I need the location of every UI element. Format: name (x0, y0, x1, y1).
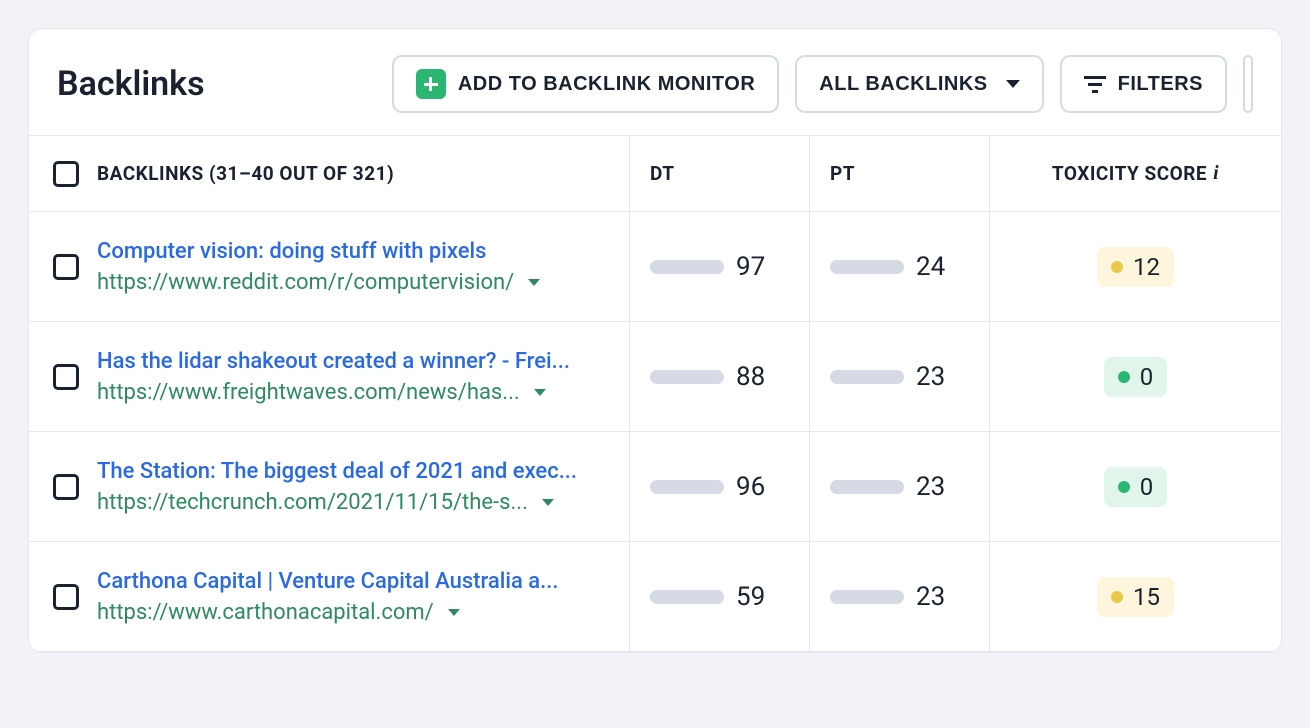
table-row: The Station: The biggest deal of 2021 an… (29, 432, 1281, 542)
toxicity-badge: 12 (1097, 247, 1174, 287)
backlink-url[interactable]: https://www.reddit.com/r/computervision/ (97, 270, 514, 295)
filter-icon (1084, 76, 1106, 93)
toxicity-value: 15 (1133, 583, 1160, 611)
toxicity-cell: 12 (989, 212, 1281, 321)
url-dropdown-icon[interactable] (448, 609, 460, 616)
all-backlinks-label: ALL BACKLINKS (819, 73, 987, 96)
dt-cell: 88 (629, 322, 809, 431)
pt-bar (830, 480, 904, 494)
pt-cell: 24 (809, 212, 989, 321)
overflow-button[interactable] (1243, 55, 1253, 113)
panel-header: Backlinks ADD TO BACKLINK MONITOR ALL BA… (29, 29, 1281, 135)
dt-cell: 96 (629, 432, 809, 541)
backlinks-table: BACKLINKS (31–40 OUT OF 321) DT PT TOXIC… (29, 135, 1281, 652)
pt-cell: 23 (809, 542, 989, 651)
pt-cell: 23 (809, 322, 989, 431)
toxicity-value: 0 (1140, 363, 1154, 391)
pt-value: 24 (916, 252, 945, 282)
row-checkbox[interactable] (53, 364, 79, 390)
add-to-monitor-button[interactable]: ADD TO BACKLINK MONITOR (392, 55, 779, 113)
dt-value: 97 (736, 252, 765, 282)
select-all-checkbox[interactable] (53, 161, 79, 187)
row-checkbox[interactable] (53, 474, 79, 500)
dt-bar (650, 370, 724, 384)
toxicity-value: 0 (1140, 473, 1154, 501)
pt-bar (830, 590, 904, 604)
col-toxicity[interactable]: TOXICITY SCORE i (989, 136, 1281, 211)
backlink-url[interactable]: https://techcrunch.com/2021/11/15/the-s.… (97, 490, 528, 515)
dt-cell: 59 (629, 542, 809, 651)
add-button-label: ADD TO BACKLINK MONITOR (458, 73, 755, 96)
col-backlinks-label: BACKLINKS (31–40 OUT OF 321) (97, 162, 394, 185)
backlink-title-link[interactable]: Carthona Capital | Venture Capital Austr… (97, 569, 609, 594)
col-backlinks: BACKLINKS (31–40 OUT OF 321) (29, 136, 629, 211)
toxicity-cell: 0 (989, 322, 1281, 431)
dt-bar (650, 590, 724, 604)
toxicity-cell: 15 (989, 542, 1281, 651)
backlink-title-link[interactable]: Has the lidar shakeout created a winner?… (97, 349, 609, 374)
pt-bar (830, 260, 904, 274)
chevron-down-icon (1006, 80, 1020, 88)
col-pt[interactable]: PT (809, 136, 989, 211)
row-checkbox[interactable] (53, 584, 79, 610)
pt-value: 23 (916, 472, 945, 502)
toxicity-cell: 0 (989, 432, 1281, 541)
pt-value: 23 (916, 362, 945, 392)
table-row: Carthona Capital | Venture Capital Austr… (29, 542, 1281, 652)
toxicity-badge: 0 (1104, 467, 1168, 507)
table-row: Computer vision: doing stuff with pixels… (29, 212, 1281, 322)
toxicity-badge: 15 (1097, 577, 1174, 617)
url-dropdown-icon[interactable] (528, 279, 540, 286)
table-row: Has the lidar shakeout created a winner?… (29, 322, 1281, 432)
all-backlinks-dropdown[interactable]: ALL BACKLINKS (795, 55, 1043, 113)
backlinks-panel: Backlinks ADD TO BACKLINK MONITOR ALL BA… (28, 28, 1282, 653)
info-icon[interactable]: i (1213, 162, 1219, 185)
row-checkbox[interactable] (53, 254, 79, 280)
toxicity-value: 12 (1133, 253, 1160, 281)
dt-bar (650, 260, 724, 274)
backlink-title-link[interactable]: Computer vision: doing stuff with pixels (97, 239, 609, 264)
dt-cell: 97 (629, 212, 809, 321)
table-header-row: BACKLINKS (31–40 OUT OF 321) DT PT TOXIC… (29, 136, 1281, 212)
dt-value: 59 (736, 582, 765, 612)
url-dropdown-icon[interactable] (542, 499, 554, 506)
pt-value: 23 (916, 582, 945, 612)
filters-button[interactable]: FILTERS (1060, 55, 1227, 113)
backlink-url[interactable]: https://www.freightwaves.com/news/has... (97, 380, 520, 405)
add-icon (416, 69, 446, 99)
dt-value: 88 (736, 362, 765, 392)
filters-label: FILTERS (1118, 73, 1203, 96)
backlink-url[interactable]: https://www.carthonacapital.com/ (97, 600, 434, 625)
backlink-title-link[interactable]: The Station: The biggest deal of 2021 an… (97, 459, 609, 484)
pt-bar (830, 370, 904, 384)
toxicity-badge: 0 (1104, 357, 1168, 397)
dt-bar (650, 480, 724, 494)
page-title: Backlinks (57, 64, 205, 104)
dt-value: 96 (736, 472, 765, 502)
url-dropdown-icon[interactable] (534, 389, 546, 396)
col-dt[interactable]: DT (629, 136, 809, 211)
pt-cell: 23 (809, 432, 989, 541)
